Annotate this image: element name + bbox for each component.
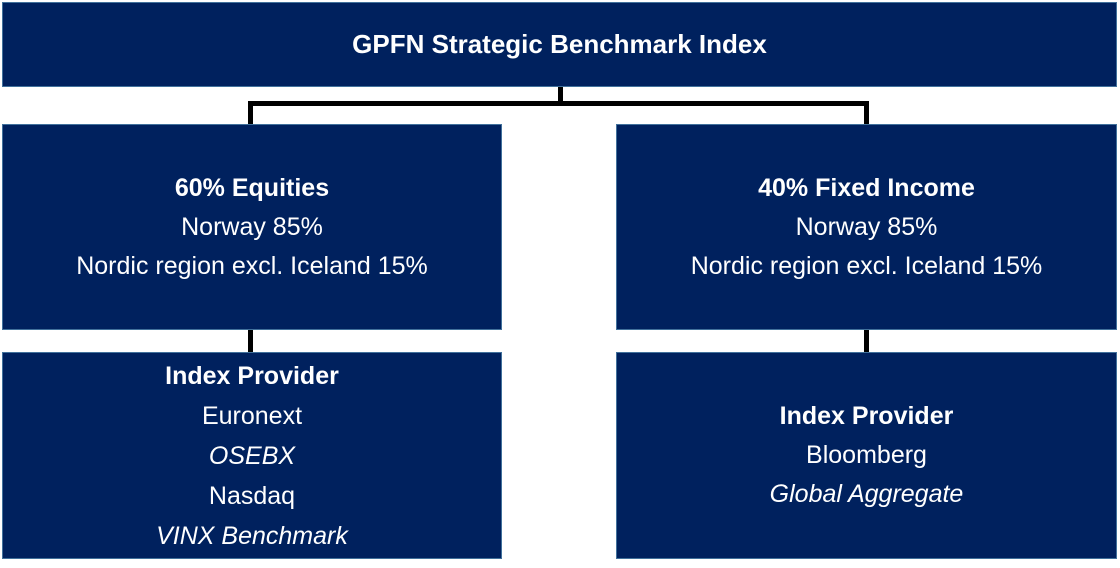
connector-drop-fixed-income <box>864 101 869 124</box>
connector-horizontal-bar <box>248 101 869 106</box>
fixed-income-provider-bloomberg: Bloomberg <box>806 441 927 469</box>
equities-node: 60% Equities Norway 85% Nordic region ex… <box>2 124 502 330</box>
equities-index-vinx-benchmark: VINX Benchmark <box>156 521 348 550</box>
fixed-income-allocation-norway: Norway 85% <box>795 212 938 241</box>
connector-root-stem <box>558 87 563 103</box>
equities-index-provider-node: Index Provider Euronext OSEBX Nasdaq VIN… <box>2 352 502 559</box>
fixed-income-heading: 40% Fixed Income <box>758 173 975 202</box>
root-node-title: GPFN Strategic Benchmark Index <box>352 29 767 59</box>
equities-provider-heading: Index Provider <box>165 361 339 390</box>
equities-allocation-nordic: Nordic region excl. Iceland 15% <box>76 251 428 280</box>
connector-equities-provider <box>248 330 253 352</box>
equities-heading: 60% Equities <box>174 173 330 202</box>
equities-provider-euronext: Euronext <box>201 401 303 430</box>
root-node-strategic-benchmark-index: GPFN Strategic Benchmark Index <box>2 2 1117 87</box>
fixed-income-allocation-nordic: Nordic region excl. Iceland 15% <box>690 251 1043 280</box>
equities-provider-nasdaq: Nasdaq <box>208 481 296 510</box>
connector-fixed-income-provider <box>864 330 869 352</box>
connector-drop-equities <box>248 101 253 124</box>
fixed-income-index-global-aggregate: Global Aggregate <box>769 480 964 508</box>
fixed-income-index-provider-node: Index Provider Bloomberg Global Aggregat… <box>616 352 1117 559</box>
fixed-income-node: 40% Fixed Income Norway 85% Nordic regio… <box>616 124 1117 330</box>
equities-index-osebx: OSEBX <box>208 441 296 470</box>
equities-allocation-norway: Norway 85% <box>181 212 323 241</box>
fixed-income-provider-heading: Index Provider <box>779 402 954 430</box>
